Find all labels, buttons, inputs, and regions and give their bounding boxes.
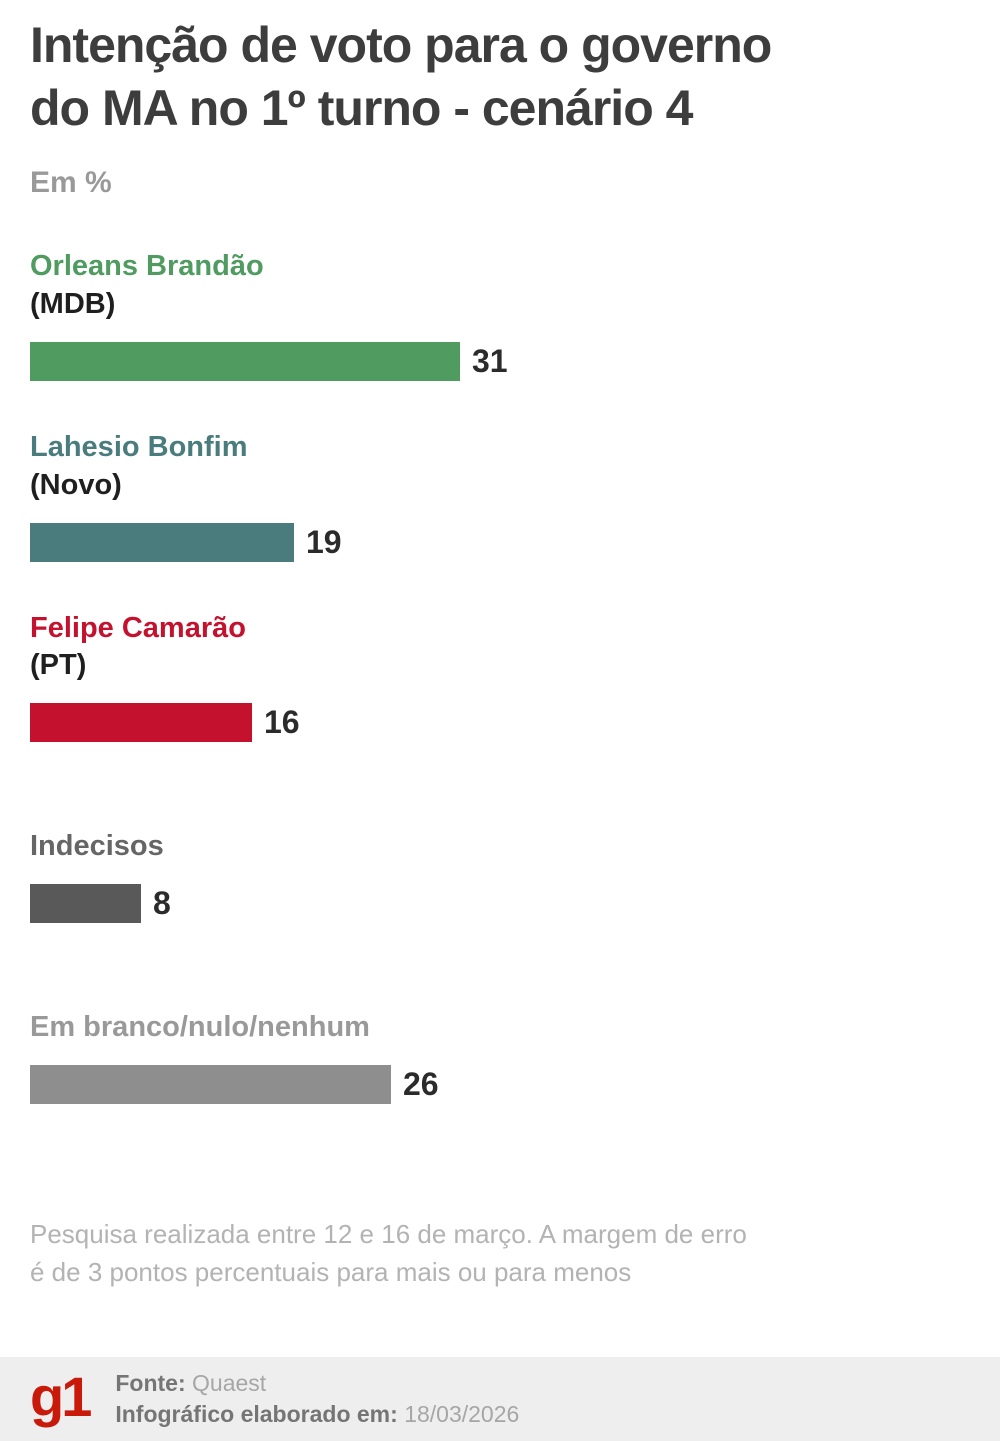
g1-logo: g1 bbox=[30, 1365, 92, 1428]
bar bbox=[30, 1065, 391, 1105]
footnote: Pesquisa realizada entre 12 e 16 de març… bbox=[30, 1216, 970, 1291]
bar-value: 31 bbox=[472, 342, 508, 379]
bar-value: 8 bbox=[153, 885, 171, 922]
page-title-line2: do MA no 1º turno - cenário 4 bbox=[30, 80, 693, 136]
chart-entry: Em branco/nulo/nenhum 26 bbox=[30, 1011, 970, 1105]
chart-entry: Orleans Brandão (MDB) 31 bbox=[30, 250, 970, 381]
source-value: Quaest bbox=[192, 1369, 267, 1396]
bar bbox=[30, 341, 460, 381]
footnote-line1: Pesquisa realizada entre 12 e 16 de març… bbox=[30, 1219, 747, 1250]
bar-value: 26 bbox=[403, 1066, 439, 1103]
chart-entry: Lahesio Bonfim (Novo) 19 bbox=[30, 430, 970, 562]
candidate-name: Felipe Camarão bbox=[30, 611, 246, 644]
footer-text: Fonte: Quaest Infográfico elaborado em: … bbox=[115, 1368, 519, 1430]
candidate-name: Em branco/nulo/nenhum bbox=[30, 1011, 370, 1044]
elaborated-value: 18/03/2026 bbox=[404, 1401, 520, 1427]
footnote-line2: é de 3 pontos percentuais para mais ou p… bbox=[30, 1256, 632, 1287]
candidate-party: (Novo) bbox=[30, 468, 122, 501]
candidate-name: Lahesio Bonfim bbox=[30, 430, 248, 463]
footer-bar: g1 Fonte: Quaest Infográfico elaborado e… bbox=[0, 1357, 1000, 1441]
bar-row: 26 bbox=[30, 1065, 970, 1105]
bar-row: 8 bbox=[30, 884, 970, 924]
bar bbox=[30, 703, 252, 743]
bar-value: 19 bbox=[306, 523, 342, 560]
elaborated-label: Infográfico elaborado em: bbox=[115, 1401, 398, 1427]
chart-entry: Felipe Camarão (PT) 16 bbox=[30, 611, 970, 743]
bar-chart: Orleans Brandão (MDB) 31 Lahesio Bonfim (Nov… bbox=[30, 250, 970, 1105]
bar-row: 16 bbox=[30, 703, 970, 743]
page-title: Intenção de voto para o governo do MA no… bbox=[30, 14, 970, 140]
bar-row: 19 bbox=[30, 522, 970, 562]
bar-row: 31 bbox=[30, 341, 970, 381]
chart-unit-label: Em % bbox=[30, 166, 112, 199]
bar bbox=[30, 884, 141, 924]
page-title-line1: Intenção de voto para o governo bbox=[30, 17, 772, 73]
chart-entry: Indecisos 8 bbox=[30, 830, 970, 924]
source-label: Fonte: bbox=[115, 1369, 186, 1396]
chart-area: Intenção de voto para o governo do MA no… bbox=[30, 14, 970, 1291]
candidate-name: Indecisos bbox=[30, 830, 164, 863]
footer-source-line: Fonte: Quaest bbox=[115, 1368, 519, 1399]
candidate-party: (MDB) bbox=[30, 287, 116, 320]
candidate-name: Orleans Brandão bbox=[30, 250, 264, 282]
bar-value: 16 bbox=[264, 704, 300, 741]
candidate-party: (PT) bbox=[30, 649, 87, 682]
bar bbox=[30, 522, 294, 562]
footer-elaborated-line: Infográfico elaborado em: 18/03/2026 bbox=[115, 1399, 519, 1430]
